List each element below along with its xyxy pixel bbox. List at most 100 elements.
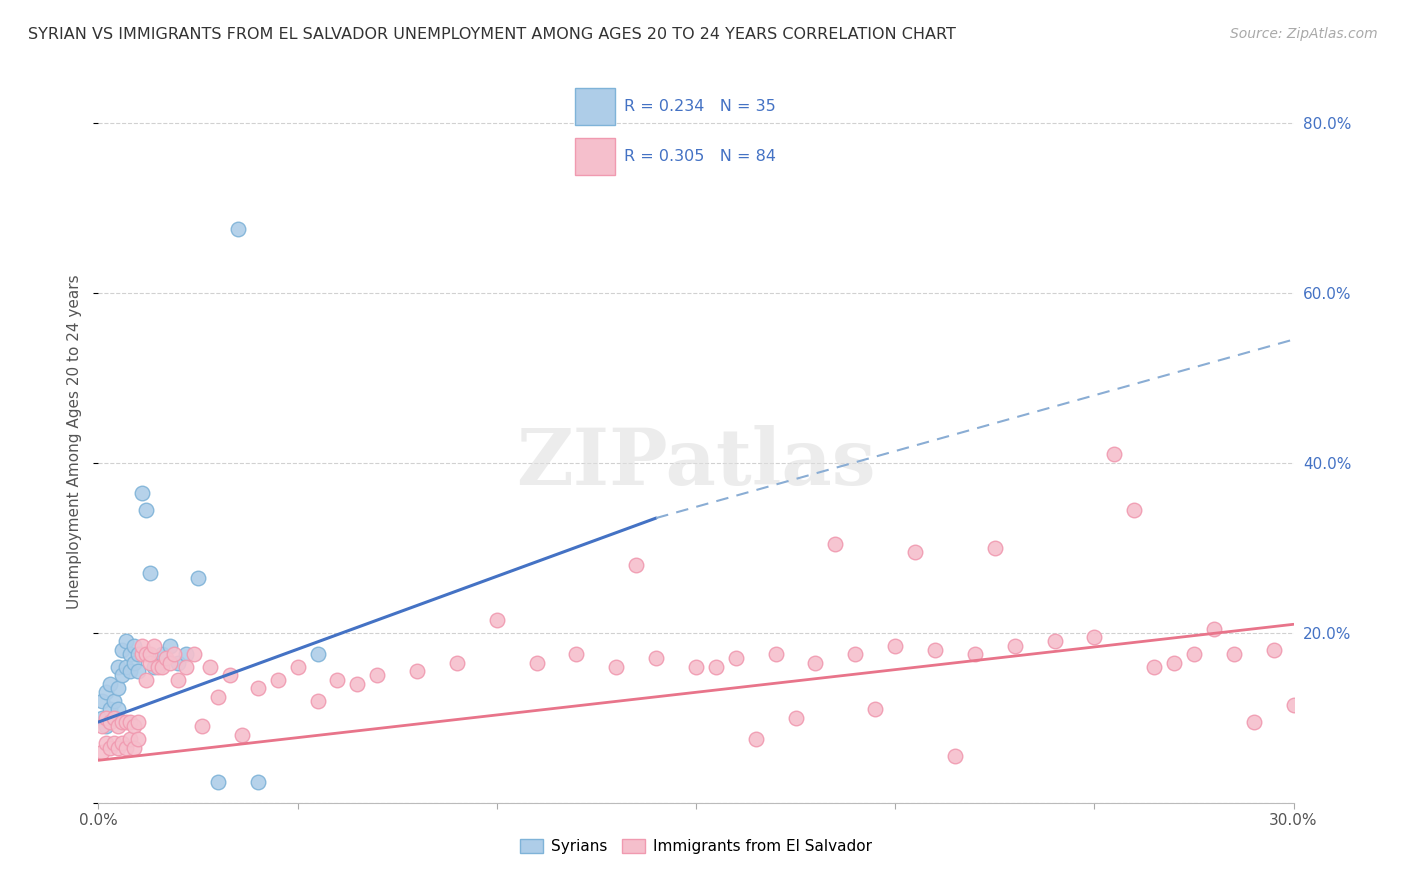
Point [326, 673, 349, 687]
Point [115, 714, 138, 729]
Point [1143, 660, 1166, 674]
Bar [575, 88, 614, 126]
Point [155, 651, 177, 665]
Point [1004, 639, 1026, 653]
Point [219, 668, 242, 682]
Point [127, 714, 149, 729]
Point [115, 634, 138, 648]
Point [127, 732, 149, 747]
Point [159, 639, 181, 653]
Point [231, 728, 253, 742]
Point [1104, 447, 1126, 461]
Point [139, 566, 162, 581]
Point [120, 664, 142, 678]
Point [150, 647, 173, 661]
Point [115, 740, 138, 755]
Point [103, 711, 125, 725]
Point [844, 647, 866, 661]
Point [98, 677, 122, 691]
Point [1182, 647, 1205, 661]
Point [1043, 634, 1066, 648]
Point [174, 660, 197, 674]
Point [1083, 630, 1105, 644]
Point [120, 714, 142, 729]
Point [183, 647, 205, 661]
Point [287, 660, 309, 674]
Point [91, 694, 114, 708]
Point [724, 651, 747, 665]
Point [924, 642, 946, 657]
Point [406, 664, 429, 678]
Point [103, 711, 125, 725]
Point [1282, 698, 1305, 712]
Point [135, 502, 157, 516]
Legend: Syrians, Immigrants from El Salvador: Syrians, Immigrants from El Salvador [515, 832, 877, 860]
Point [111, 714, 134, 729]
Point [120, 647, 142, 661]
Text: ZIPatlas: ZIPatlas [516, 425, 876, 501]
Point [98, 714, 122, 729]
Point [124, 719, 146, 733]
Point [115, 660, 138, 674]
Text: Source: ZipAtlas.com: Source: ZipAtlas.com [1230, 27, 1378, 41]
Point [824, 536, 846, 550]
Point [127, 664, 149, 678]
Text: R = 0.305   N = 84: R = 0.305 N = 84 [624, 149, 776, 164]
Point [1202, 622, 1225, 636]
Point [107, 660, 129, 674]
Point [96, 736, 118, 750]
Point [148, 656, 170, 670]
Point [446, 656, 468, 670]
Point [485, 613, 508, 627]
Point [103, 736, 125, 750]
Point [804, 656, 827, 670]
Point [704, 660, 727, 674]
Point [124, 639, 146, 653]
Point [120, 732, 142, 747]
Point [131, 485, 153, 500]
Point [143, 660, 166, 674]
Point [1243, 714, 1265, 729]
Point [526, 656, 548, 670]
Point [1123, 502, 1146, 516]
Point [191, 719, 214, 733]
Point [1163, 656, 1185, 670]
Point [96, 719, 118, 733]
Point [307, 647, 329, 661]
Point [148, 660, 170, 674]
Point [91, 745, 114, 759]
Point [267, 673, 290, 687]
Text: SYRIAN VS IMMIGRANTS FROM EL SALVADOR UNEMPLOYMENT AMONG AGES 20 TO 24 YEARS COR: SYRIAN VS IMMIGRANTS FROM EL SALVADOR UN… [28, 27, 956, 42]
Point [904, 545, 927, 559]
Point [139, 647, 162, 661]
Point [124, 656, 146, 670]
Point [984, 541, 1007, 555]
Point [139, 656, 162, 670]
Point [626, 558, 648, 572]
Point [226, 222, 249, 236]
Point [98, 740, 122, 755]
Point [745, 732, 768, 747]
Point [103, 694, 125, 708]
Point [605, 660, 627, 674]
Point [91, 711, 114, 725]
Point [124, 740, 146, 755]
Point [366, 668, 388, 682]
Point [884, 639, 907, 653]
Point [107, 719, 129, 733]
Point [96, 685, 118, 699]
Point [207, 690, 229, 704]
Point [163, 647, 186, 661]
Point [98, 702, 122, 716]
Point [1263, 642, 1285, 657]
Point [107, 681, 129, 695]
Point [159, 656, 181, 670]
Point [685, 660, 707, 674]
Point [174, 647, 197, 661]
Point [963, 647, 986, 661]
Point [565, 647, 588, 661]
Point [207, 774, 229, 789]
Point [135, 647, 157, 661]
Point [111, 668, 134, 682]
Point [127, 647, 149, 661]
